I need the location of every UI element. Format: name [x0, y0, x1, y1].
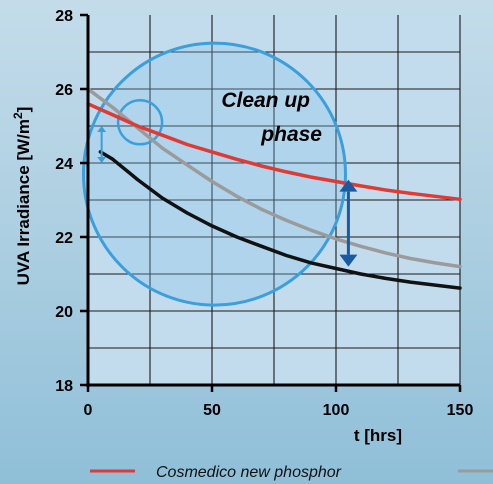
annotation: Clean up phase: [221, 89, 322, 146]
y-axis-label-main: UVA Irradiance [W/m: [14, 119, 33, 285]
y-axis-label-sup: 2: [11, 112, 25, 119]
y-tick-label: 20: [55, 304, 73, 321]
axes: [86, 15, 460, 387]
annotation-line1: Clean up: [221, 89, 310, 112]
y-axis-label-close: ]: [14, 107, 33, 113]
series-line-0: [86, 102, 462, 202]
gap-arrow-small: [97, 126, 107, 163]
y-tick-label: 24: [55, 156, 73, 173]
y-tick-label: 22: [55, 230, 73, 247]
x-axis-label: t [hrs]: [354, 426, 402, 445]
legend: Cosmedico new phosphor: [90, 464, 493, 481]
x-tick-label: 100: [323, 402, 350, 419]
y-tick-label: 18: [55, 378, 73, 395]
x-tick-label: 50: [203, 402, 221, 419]
legend-label-red: Cosmedico new phosphor: [156, 464, 342, 481]
y-axis-label: UVA Irradiance [W/m2]: [11, 107, 33, 286]
annotation-line2: phase: [260, 123, 322, 146]
ticks: 18 20 22 24 26 28 0 50 100 150: [55, 8, 473, 419]
x-tick-label: 150: [447, 402, 474, 419]
clean-up-highlight-circle: [81, 41, 347, 307]
highlights: [81, 41, 347, 307]
series-line-2: [98, 150, 462, 290]
crossover-highlight-circle: [116, 99, 164, 146]
arrows: [97, 126, 358, 267]
y-tick-label: 26: [55, 82, 73, 99]
series-layer: [86, 87, 462, 290]
gap-arrow-large: [339, 179, 358, 267]
y-tick-label: 28: [55, 8, 73, 25]
x-tick-label: 0: [84, 402, 93, 419]
